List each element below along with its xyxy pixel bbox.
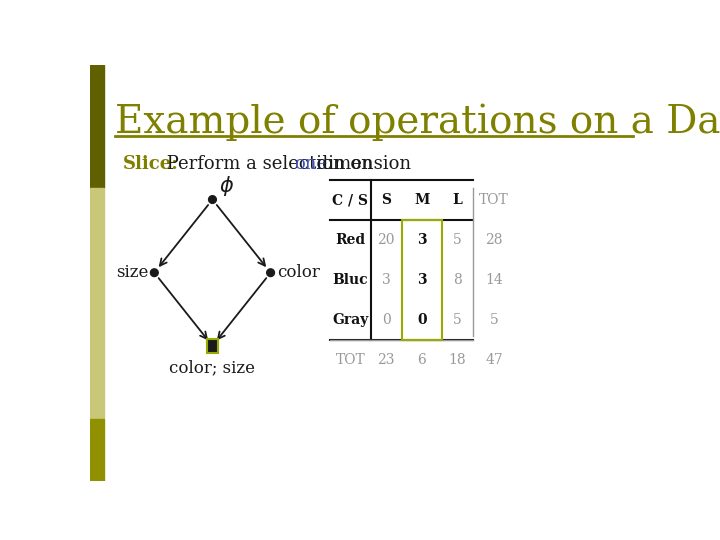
Text: 6: 6: [418, 354, 426, 368]
Text: 47: 47: [485, 354, 503, 368]
Circle shape: [266, 269, 274, 276]
Text: TOT: TOT: [336, 354, 365, 368]
Bar: [207, 339, 218, 353]
Text: 18: 18: [449, 354, 466, 368]
Text: 3: 3: [382, 273, 390, 287]
Text: one: one: [294, 155, 328, 173]
Text: Slice:: Slice:: [122, 155, 179, 173]
Bar: [402, 220, 442, 340]
Text: Red: Red: [336, 233, 366, 247]
Text: dimension: dimension: [311, 155, 411, 173]
Text: S: S: [381, 193, 391, 207]
Text: L: L: [452, 193, 462, 207]
Circle shape: [150, 269, 158, 276]
Text: color: color: [276, 264, 320, 281]
Text: 0: 0: [417, 313, 426, 327]
Text: 28: 28: [485, 233, 503, 247]
Text: color; size: color; size: [169, 359, 256, 376]
Text: $\phi$: $\phi$: [219, 174, 234, 198]
Text: Gray: Gray: [332, 313, 369, 327]
Text: 0: 0: [382, 313, 390, 327]
Bar: [90, 188, 104, 419]
Bar: [90, 65, 104, 188]
Bar: [90, 419, 104, 481]
Circle shape: [209, 195, 216, 204]
Text: Bluc: Bluc: [333, 273, 368, 287]
Text: M: M: [414, 193, 429, 207]
Text: TOT: TOT: [480, 193, 509, 207]
Text: Example of operations on a Datacube: Example of operations on a Datacube: [114, 103, 720, 141]
Text: 5: 5: [490, 313, 498, 327]
Text: 3: 3: [417, 273, 426, 287]
Text: 5: 5: [453, 313, 462, 327]
Text: C / S: C / S: [333, 193, 369, 207]
Text: 5: 5: [453, 233, 462, 247]
Text: 3: 3: [417, 233, 426, 247]
Text: size: size: [116, 264, 148, 281]
Text: 8: 8: [453, 273, 462, 287]
Text: 23: 23: [377, 354, 395, 368]
Text: 14: 14: [485, 273, 503, 287]
Text: 20: 20: [377, 233, 395, 247]
Text: Perform a selection on: Perform a selection on: [161, 155, 378, 173]
